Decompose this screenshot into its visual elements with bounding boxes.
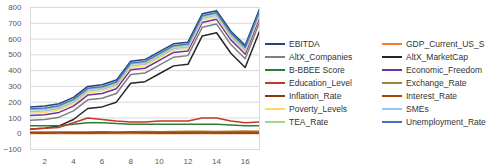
- svg-text:10: 10: [155, 157, 164, 165]
- svg-text:8: 8: [128, 157, 133, 165]
- html-text:AltX_MarketCap: AltX_MarketCap: [406, 51, 468, 62]
- svg-text:14: 14: [212, 157, 221, 165]
- svg-text:700: 700: [8, 19, 22, 28]
- html-text:Education_Level: Education_Level: [289, 77, 352, 88]
- html-text:TEA_Rate: TEA_Rate: [289, 116, 329, 127]
- html-text:Economic_Freedom: Economic_Freedom: [406, 64, 483, 75]
- svg-text:800: 800: [8, 3, 22, 12]
- html-text:Exchange_Rate: Exchange_Rate: [406, 77, 467, 88]
- svg-text:2: 2: [43, 157, 48, 165]
- html-text:Unemployment_Rate: Unemployment_Rate: [406, 116, 486, 127]
- svg-text:12: 12: [183, 157, 192, 165]
- html-text:AltX_Companies: AltX_Companies: [289, 51, 353, 62]
- svg-text:400: 400: [8, 66, 22, 75]
- svg-text:6: 6: [100, 157, 105, 165]
- svg-text:−100: −100: [3, 145, 22, 154]
- html-text:GDP_Current_US_S: GDP_Current_US_S: [406, 38, 485, 49]
- html-text:B-BBEE Score: B-BBEE Score: [289, 64, 345, 75]
- svg-text:300: 300: [8, 82, 22, 91]
- html-text:Interest_Rate: Interest_Rate: [406, 90, 457, 101]
- svg-text:4: 4: [71, 157, 76, 165]
- html-text:Inflation_Rate: Inflation_Rate: [289, 90, 342, 101]
- svg-text:100: 100: [8, 114, 22, 123]
- html-text:EBITDA: EBITDA: [289, 38, 320, 49]
- svg-text:600: 600: [8, 35, 22, 44]
- html-text:Poverty_Levels: Poverty_Levels: [289, 103, 348, 114]
- svg-text:200: 200: [8, 98, 22, 107]
- html-text:SMEs: SMEs: [406, 103, 429, 114]
- svg-text:0: 0: [17, 129, 22, 138]
- svg-text:500: 500: [8, 50, 22, 59]
- svg-text:16: 16: [241, 157, 250, 165]
